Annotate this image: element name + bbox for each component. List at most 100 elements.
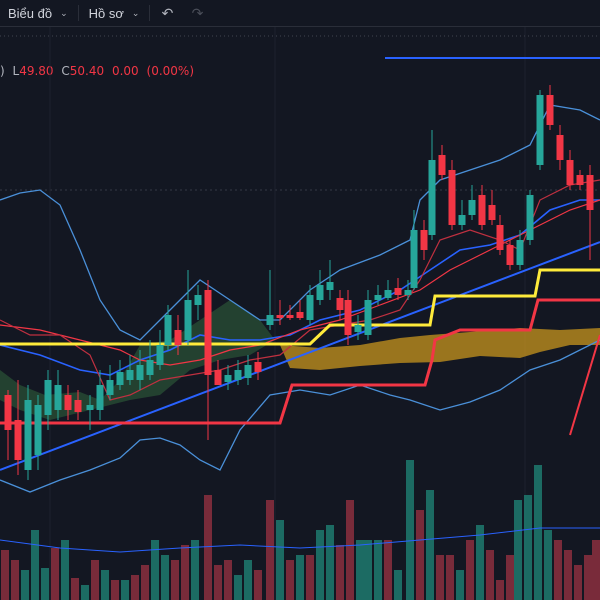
candle-body: [184, 300, 192, 340]
price-chart[interactable]: [0, 27, 600, 600]
volume-bar: [21, 570, 29, 600]
candle-body: [448, 170, 456, 225]
candle-body: [496, 225, 504, 250]
candle-body: [156, 345, 164, 365]
volume-bar: [456, 570, 464, 600]
candle-body: [488, 205, 496, 220]
candle-body: [354, 325, 362, 332]
volume-bar: [416, 510, 424, 600]
candle-body: [74, 400, 82, 412]
volume-bar: [161, 555, 169, 600]
legend-close-label: C: [61, 64, 70, 78]
legend-change: 0.00: [111, 64, 139, 78]
candle-body: [96, 385, 104, 410]
red-arrow-line[interactable]: [569, 334, 600, 436]
ohlc-legend: ) L49.80 C50.40 0.00 (0.00%): [0, 64, 198, 78]
volume-bar: [554, 540, 562, 600]
chart-menu-button[interactable]: Biểu đồ ⌄: [0, 0, 76, 26]
yellow-baseline[interactable]: [0, 268, 600, 346]
volume-bar: [244, 560, 252, 600]
volume-bars: [1, 460, 600, 600]
volume-bar: [306, 555, 314, 600]
legend-change-pct: (0.00%): [146, 64, 194, 78]
volume-bar: [406, 460, 414, 600]
undo-icon[interactable]: ↶: [161, 4, 174, 21]
volume-bar: [384, 540, 392, 600]
ichimoku-cloud-orange: [280, 328, 600, 370]
volume-bar: [191, 540, 199, 600]
bollinger-bands: [0, 104, 600, 493]
candle-body: [478, 195, 486, 225]
candlesticks[interactable]: [4, 85, 594, 480]
volume-bar: [51, 548, 59, 600]
volume-bar: [61, 540, 69, 600]
candle-body: [506, 245, 514, 265]
candle-body: [54, 385, 62, 410]
volume-bar: [524, 495, 532, 600]
candle-body: [34, 405, 42, 455]
candle-body: [214, 370, 222, 385]
volume-bar: [592, 540, 600, 600]
volume-bar: [316, 530, 324, 600]
blue-trendline[interactable]: [0, 241, 600, 471]
candle-body: [234, 370, 242, 380]
volume-bar: [286, 560, 294, 600]
candle-body: [286, 315, 294, 318]
volume-bar: [254, 570, 262, 600]
chart-menu-label: Biểu đồ: [8, 5, 53, 21]
candle-body: [316, 285, 324, 300]
volume-bar: [426, 490, 434, 600]
candle-body: [14, 420, 22, 460]
volume-bar: [374, 540, 382, 600]
volume-ma-line: [0, 527, 600, 553]
candle-body: [296, 312, 304, 318]
candle-body: [566, 160, 574, 185]
candle-body: [306, 295, 314, 320]
legend-close-value: 50.40: [69, 64, 105, 78]
candle-body: [468, 200, 476, 215]
volume-bar: [1, 550, 9, 600]
candle-body: [556, 135, 564, 160]
toolbar-divider: [77, 5, 79, 21]
candle-body: [420, 230, 428, 250]
profile-menu-label: Hồ sơ: [88, 5, 124, 21]
volume-bar: [276, 520, 284, 600]
volume-bar: [181, 545, 189, 600]
candle-body: [164, 315, 172, 345]
volume-bar: [436, 555, 444, 600]
candle-body: [64, 395, 72, 410]
volume-bar: [574, 565, 582, 600]
candle-body: [536, 95, 544, 165]
candle-body: [106, 380, 114, 395]
toolbar-divider: [149, 5, 151, 21]
volume-bar: [41, 568, 49, 600]
volume-bar: [544, 530, 552, 600]
candle-body: [576, 175, 584, 185]
candle-body: [404, 290, 412, 295]
volume-bar: [336, 545, 344, 600]
volume-bar: [326, 525, 334, 600]
volume-bar: [356, 540, 364, 600]
volume-bar: [11, 560, 19, 600]
redo-icon[interactable]: ↷: [191, 4, 204, 21]
candle-body: [44, 380, 52, 415]
candle-body: [254, 362, 262, 372]
red-baseline[interactable]: [0, 298, 600, 425]
candle-body: [364, 300, 372, 335]
volume-bar: [564, 550, 572, 600]
candle-body: [546, 95, 554, 125]
volume-bar: [506, 555, 514, 600]
ichimoku-cloud-green: [0, 300, 275, 420]
volume-bar: [224, 560, 232, 600]
volume-bar: [446, 555, 454, 600]
chevron-down-icon: ⌄: [60, 7, 68, 18]
volume-bar: [171, 560, 179, 600]
volume-bar: [296, 555, 304, 600]
candle-body: [526, 195, 534, 240]
volume-bar: [514, 500, 522, 600]
candle-body: [428, 160, 436, 235]
candle-body: [116, 372, 124, 385]
profile-menu-button[interactable]: Hồ sơ ⌄: [81, 0, 148, 26]
legend-low-value: 49.80: [19, 64, 54, 78]
candle-body: [276, 315, 284, 318]
